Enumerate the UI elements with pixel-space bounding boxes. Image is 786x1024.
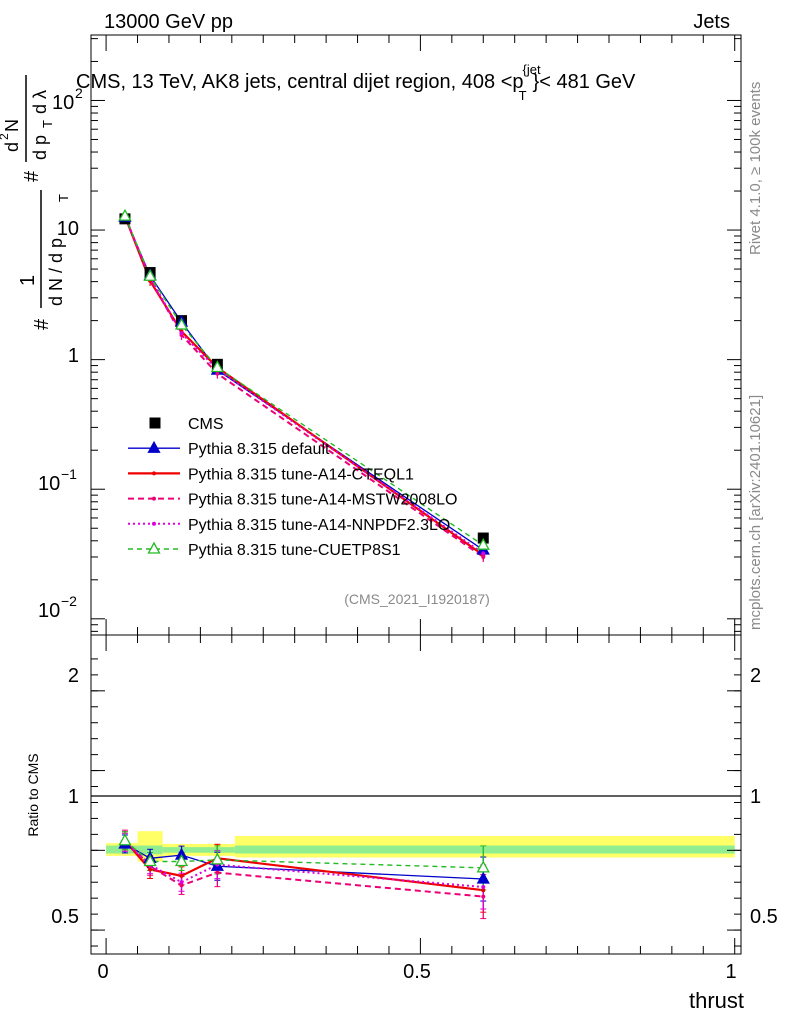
plot-title-subscript: T	[519, 88, 527, 103]
energy-label: 13000 GeV pp	[104, 11, 233, 33]
ratio-point-mstw	[215, 870, 220, 875]
plot-title-main: CMS, 13 TeV, AK8 jets, central dijet reg…	[76, 71, 524, 93]
analysis-id: (CMS_2021_I1920187)	[344, 591, 490, 607]
legend-marker-cuetp8s1	[147, 541, 161, 554]
ratio-y-axis-label: Ratio to CMS	[25, 753, 41, 836]
ytick-10: 10	[57, 218, 79, 240]
ytick-1e-2-base: 10	[38, 600, 60, 622]
legend-label-cms: CMS	[188, 416, 224, 433]
ratio-plot-frame	[90, 634, 742, 955]
ratio-ytick-2-left: 2	[68, 665, 79, 687]
ratio-point-mstw	[179, 883, 184, 888]
ylabel-hash-2: #	[21, 170, 43, 182]
ytick-1e2-base: 10	[52, 92, 74, 114]
data-point-nnpdf	[481, 551, 486, 556]
ratio-ytick-0.5-left: 0.5	[51, 906, 79, 928]
ytick-1: 1	[68, 345, 79, 367]
ratio-ytick-1-right: 1	[750, 786, 761, 808]
ylabel-d: d	[2, 142, 22, 152]
ylabel-one: 1	[17, 275, 39, 286]
ratio-point-cteql1	[179, 873, 184, 878]
ratio-point-cuetp8s1	[476, 860, 490, 873]
plot-title-end: }< 481 GeV	[533, 71, 637, 93]
ratio-ytick-1-left: 1	[68, 786, 79, 808]
plot-title: CMS, 13 TeV, AK8 jets, central dijet reg…	[76, 62, 636, 103]
legend-marker-mstw	[152, 496, 156, 501]
ylabel-dn-dpt: d N / d p	[46, 238, 66, 306]
ratio-point-nnpdf	[481, 885, 486, 890]
ylabel-dlambda: d λ	[30, 90, 50, 114]
data-point-nnpdf	[179, 331, 184, 336]
ylabel-dpt: d p	[30, 135, 50, 160]
ytick-1e2-exp: 2	[75, 85, 83, 101]
data-point-cuetp8s1	[174, 317, 189, 330]
ylabel-subscript-t2: T	[40, 120, 55, 128]
ratio-point-cteql1	[148, 867, 153, 872]
uncertainty-band-inner	[162, 847, 235, 853]
xtick-1: 1	[725, 961, 736, 983]
data-point-mstw	[215, 371, 220, 376]
ytick-1e-2-exp: −2	[61, 593, 77, 609]
xtick-0.5: 0.5	[403, 961, 431, 983]
legend-label-nnpdf: Pythia 8.315 tune-A14-NNPDF2.3LO	[188, 517, 450, 534]
data-point-cuetp8s1	[143, 268, 157, 281]
ratio-point-cuetp8s1	[174, 854, 189, 867]
x-axis-label: thrust	[689, 988, 744, 1013]
legend-marker-cteql1	[152, 471, 156, 476]
xtick-0: 0	[97, 961, 108, 983]
main-y-axis-label: # 1 d N / d p T # d 2 N d p T d λ	[0, 75, 71, 330]
ratio-point-cteql1	[481, 888, 486, 893]
mcplots-label: mcplots.cern.ch [arXiv:2401.10621]	[747, 395, 764, 630]
legend-marker-default	[147, 440, 161, 453]
ytick-1e-1-exp: −1	[61, 466, 77, 482]
ratio-plot-panel	[90, 634, 742, 955]
legend-label-cuetp8s1: Pythia 8.315 tune-CUETP8S1	[188, 542, 401, 559]
legend-marker-cms	[149, 417, 161, 429]
x-tick-labels: 0 0.5 1	[97, 961, 736, 983]
data-point-cuetp8s1	[210, 360, 224, 373]
ratio-point-cuetp8s1	[210, 852, 224, 865]
legend-marker-nnpdf	[152, 521, 156, 526]
ratio-point-mstw	[481, 894, 486, 899]
ratio-point-nnpdf	[179, 880, 184, 885]
ylabel-hash-1: #	[31, 318, 53, 330]
legend: CMS Pythia 8.315 default Pythia 8.315 tune…	[128, 416, 457, 559]
ylabel-subscript-t1: T	[56, 194, 71, 202]
rivet-label: Rivet 4.1.0, ≥ 100k events	[747, 82, 764, 255]
legend-label-default: Pythia 8.315 default	[188, 441, 330, 458]
data-point-cuetp8s1	[118, 208, 132, 221]
uncertainty-band-inner	[106, 845, 138, 854]
category-label: Jets	[693, 11, 730, 33]
ratio-ytick-2-right: 2	[750, 665, 761, 687]
data-point-mstw	[481, 554, 486, 559]
ratio-ytick-0.5-right: 0.5	[750, 906, 778, 928]
ylabel-superscript-2: 2	[0, 133, 11, 140]
main-plot-panel	[90, 34, 742, 636]
ratio-point-cuetp8s1	[118, 833, 132, 846]
ratio-point-cuetp8s1	[143, 854, 157, 867]
legend-label-cteql1: Pythia 8.315 tune-A14-CTEQL1	[188, 466, 414, 483]
main-y-tick-labels: 10 −2 10 −1 1 10 10 2	[38, 85, 83, 622]
data-point-cuetp8s1	[476, 537, 490, 550]
plot-title-superscript: {jet	[523, 62, 541, 77]
legend-label-mstw: Pythia 8.315 tune-A14-MSTW2008LO	[188, 492, 457, 509]
uncertainty-band-inner	[234, 845, 735, 854]
ytick-1e-1-base: 10	[38, 473, 60, 495]
ratio-point-default	[476, 871, 490, 884]
ylabel-n: N	[2, 119, 22, 132]
ratio-y-tick-labels: 0.5 1 2 0.5 1 2	[51, 665, 778, 928]
